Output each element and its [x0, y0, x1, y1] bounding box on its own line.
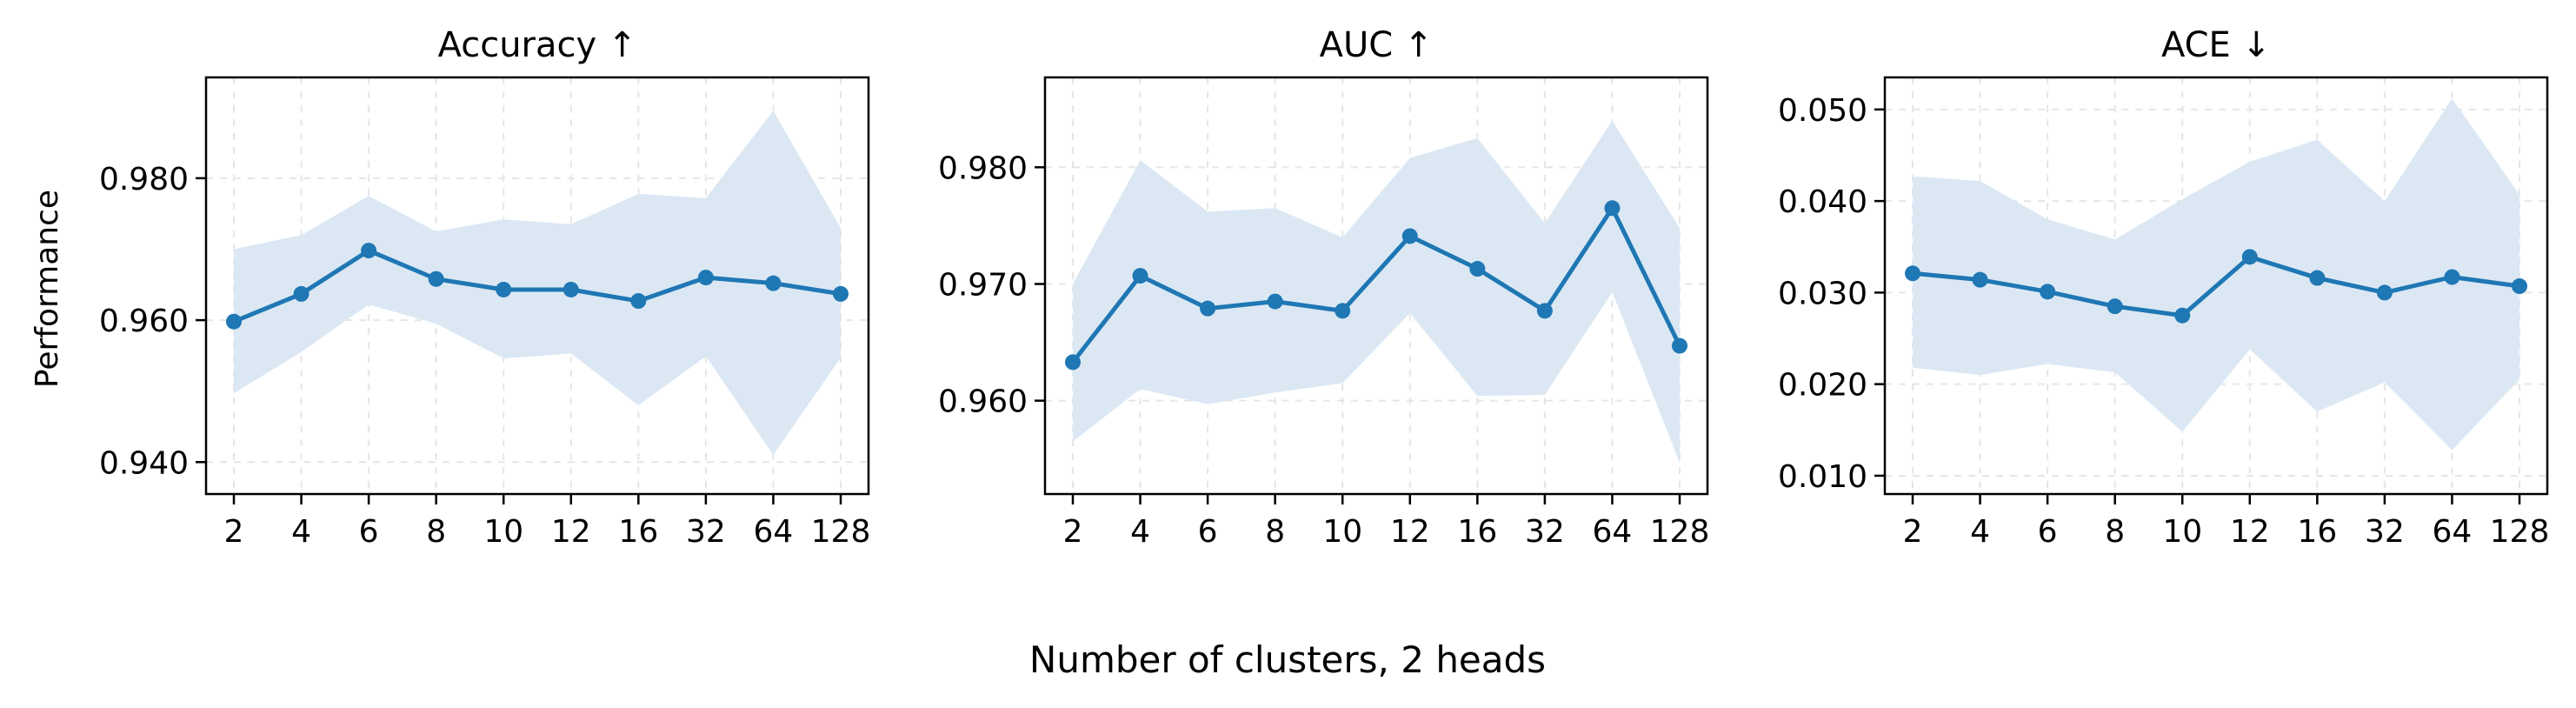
data-point	[697, 270, 714, 286]
data-point	[1132, 268, 1148, 284]
y-tick-label: 0.020	[1778, 368, 1867, 404]
y-tick-label: 0.940	[99, 445, 189, 481]
x-tick-label: 4	[1970, 514, 1990, 550]
panel-title: AUC ↑	[1320, 25, 1434, 65]
data-point	[1267, 293, 1283, 310]
data-point	[361, 243, 377, 259]
figure-x-axis-label: Number of clusters, 2 heads	[1029, 638, 1546, 681]
panel-title: Accuracy ↑	[438, 25, 637, 65]
y-tick-label: 0.050	[1778, 93, 1867, 129]
x-tick-label: 2	[1063, 514, 1083, 550]
x-tick-label: 8	[426, 514, 446, 550]
plot-frame	[1043, 76, 1709, 496]
y-tick-label: 0.040	[1778, 184, 1867, 220]
series-line	[1071, 205, 1682, 364]
figure-y-axis-label: Performance	[30, 190, 65, 388]
y-tick-label: 0.030	[1778, 276, 1867, 311]
x-tick-label: 64	[1593, 514, 1633, 550]
data-point	[1604, 200, 1621, 217]
data-point	[1972, 271, 1988, 288]
x-tick-label: 6	[2038, 514, 2058, 550]
data-point	[1065, 354, 1081, 371]
x-tick-label: 12	[2230, 514, 2270, 550]
series-line	[1912, 254, 2520, 318]
data-point	[1200, 300, 1216, 317]
data-point	[428, 271, 444, 287]
data-point	[2512, 278, 2527, 295]
y-tick-label: 0.960	[938, 384, 1028, 420]
data-point	[2107, 298, 2123, 315]
data-point	[1905, 265, 1920, 282]
x-tick-label: 16	[618, 514, 658, 550]
x-tick-label: 64	[2433, 514, 2473, 550]
panel-title: ACE ↓	[2161, 25, 2271, 65]
data-point	[1469, 261, 1486, 277]
x-tick-label: 32	[1525, 514, 1565, 550]
data-point	[562, 281, 579, 297]
x-tick-label: 32	[686, 514, 726, 550]
x-tick-label: 4	[291, 514, 311, 550]
x-tick-label: 6	[359, 514, 379, 550]
data-point	[833, 285, 849, 302]
data-point	[293, 285, 310, 302]
x-tick-label: 8	[2105, 514, 2125, 550]
x-tick-label: 6	[1198, 514, 1218, 550]
data-point	[2376, 284, 2393, 301]
x-tick-label: 16	[2297, 514, 2337, 550]
x-tick-label: 10	[483, 514, 523, 550]
series-line	[233, 248, 842, 324]
x-tick-label: 12	[551, 514, 591, 550]
y-tick-label: 0.960	[99, 304, 189, 339]
data-point	[1335, 303, 1351, 319]
chart-panel-2: 0.960 0.970 0.980 2 4 6 8 10 12 16 32 64 128 AUC ↑	[938, 25, 1709, 550]
x-tick-label: 12	[1390, 514, 1430, 550]
y-tick-label: 0.970	[938, 267, 1028, 303]
x-tick-label: 128	[1650, 514, 1710, 550]
x-tick-label: 16	[1457, 514, 1497, 550]
data-point	[1401, 228, 1418, 244]
plot-frame	[204, 76, 870, 496]
x-tick-label: 10	[2162, 514, 2202, 550]
data-point	[2040, 284, 2056, 300]
y-tick-label: 0.980	[938, 150, 1028, 186]
chart-panel-1: 0.940 0.960 0.980 2 4 6 8 10 12 16 32 64 128 Accuracy…	[99, 25, 870, 550]
data-point	[2174, 307, 2191, 324]
confidence-band	[1073, 120, 1680, 463]
chart-panel-3: 0.010 0.020 0.030 0.040 0.050 2 4 6 8 10 12 16 32 64 1…	[1778, 25, 2549, 550]
confidence-band	[234, 110, 841, 456]
data-point	[1672, 337, 1687, 354]
y-tick-label: 0.010	[1778, 459, 1867, 495]
x-tick-label: 2	[224, 514, 244, 550]
x-tick-label: 128	[2490, 514, 2550, 550]
data-point	[226, 313, 242, 330]
data-point	[2241, 249, 2258, 265]
x-tick-label: 10	[1322, 514, 1362, 550]
x-tick-label: 2	[1903, 514, 1923, 550]
data-point	[496, 281, 512, 297]
data-point	[765, 275, 782, 291]
x-tick-label: 128	[811, 514, 871, 550]
confidence-band	[1913, 98, 2519, 451]
x-tick-label: 4	[1130, 514, 1150, 550]
x-tick-label: 8	[1265, 514, 1285, 550]
data-point	[2309, 270, 2326, 286]
data-point	[630, 293, 647, 310]
plot-frame	[1883, 76, 2549, 496]
data-point	[2444, 269, 2460, 285]
x-tick-label: 32	[2365, 514, 2405, 550]
data-point	[1536, 303, 1553, 319]
x-tick-label: 64	[754, 514, 794, 550]
y-tick-label: 0.980	[99, 162, 189, 197]
